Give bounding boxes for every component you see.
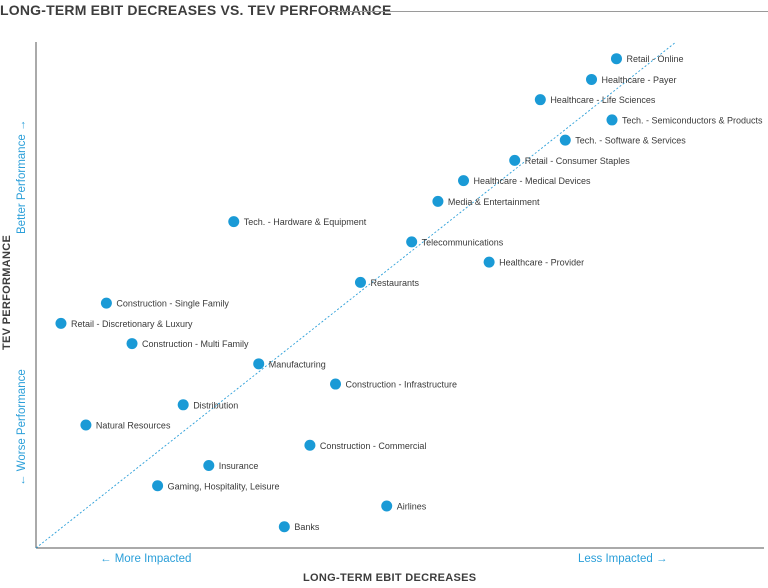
x-direction-right-label: Less Impacted →: [578, 553, 668, 565]
data-point-group: Gaming, Hospitality, Leisure: [152, 480, 280, 492]
title-rule: [328, 11, 768, 12]
data-point-group: Restaurants: [354, 276, 420, 288]
data-point: [559, 134, 571, 146]
data-point: [304, 439, 316, 451]
data-point-group: Natural Resources: [80, 419, 171, 431]
data-point-group: Construction - Infrastructure: [330, 378, 458, 390]
data-point-label: Manufacturing: [269, 359, 326, 369]
data-point-label: Gaming, Hospitality, Leisure: [168, 481, 280, 491]
data-point-group: Manufacturing: [253, 358, 326, 370]
data-point-group: Healthcare - Payer: [586, 73, 677, 85]
data-point: [534, 94, 546, 106]
data-point: [509, 154, 521, 166]
data-point-group: Airlines: [381, 500, 427, 512]
data-point-group: Healthcare - Provider: [483, 256, 584, 268]
data-point-label: Distribution: [193, 400, 238, 410]
chart-title: LONG-TERM EBIT DECREASES VS. TEV PERFORM…: [0, 2, 392, 18]
data-point-label: Natural Resources: [96, 421, 171, 431]
data-point-label: Media & Entertainment: [448, 197, 540, 207]
data-point-label: Retail - Discretionary & Luxury: [71, 319, 193, 329]
data-point: [203, 460, 215, 472]
data-point: [432, 195, 444, 207]
y-direction-bottom-label: ← Worse Performance: [16, 369, 28, 486]
data-point: [126, 338, 138, 350]
data-point-label: Insurance: [219, 461, 259, 471]
points-layer: Retail - Online Healthcare - Payer Healthc…: [55, 53, 763, 533]
data-point-group: Tech. - Hardware & Equipment: [228, 216, 367, 228]
data-point-label: Restaurants: [370, 278, 419, 288]
data-point-group: Healthcare - Life Sciences: [534, 94, 656, 106]
data-point-group: Construction - Multi Family: [126, 338, 249, 350]
data-point: [586, 73, 598, 85]
data-point-label: Healthcare - Life Sciences: [550, 95, 656, 105]
data-point-label: Construction - Single Family: [116, 299, 229, 309]
data-point: [606, 114, 618, 126]
data-point: [80, 419, 92, 431]
data-point: [381, 500, 393, 512]
data-point: [228, 216, 240, 228]
data-point-label: Construction - Infrastructure: [346, 380, 458, 390]
data-point: [152, 480, 164, 492]
data-point-group: Tech. - Software & Services: [559, 134, 686, 146]
data-point-label: Tech. - Hardware & Equipment: [244, 217, 367, 227]
trendline: [35, 41, 677, 549]
data-point: [354, 276, 366, 288]
y-direction-top-label: Better Performance →: [16, 119, 28, 234]
data-point-label: Construction - Commercial: [320, 441, 427, 451]
data-point: [55, 317, 67, 329]
data-point-label: Healthcare - Provider: [499, 258, 584, 268]
data-point-group: Banks: [278, 521, 320, 533]
data-point: [278, 521, 290, 533]
y-axis-title: TEV PERFORMANCE: [1, 234, 13, 350]
data-point-label: Tech. - Software & Services: [575, 136, 686, 146]
data-point-label: Healthcare - Payer: [602, 75, 677, 85]
data-point-group: Distribution: [177, 399, 238, 411]
data-point-group: Telecommunications: [406, 236, 504, 248]
data-point-label: Retail - Consumer Staples: [525, 156, 631, 166]
data-point-group: Healthcare - Medical Devices: [458, 175, 592, 187]
data-point-label: Telecommunications: [422, 237, 504, 247]
x-direction-left-label: ← More Impacted: [100, 553, 192, 565]
data-point: [483, 256, 495, 268]
data-point: [610, 53, 622, 65]
data-point-group: Media & Entertainment: [432, 195, 540, 207]
x-axis-title: LONG-TERM EBIT DECREASES: [303, 572, 477, 584]
data-point-label: Construction - Multi Family: [142, 339, 249, 349]
data-point-label: Healthcare - Medical Devices: [474, 176, 592, 186]
data-point-group: Retail - Online: [610, 53, 684, 65]
data-point-group: Retail - Consumer Staples: [509, 154, 631, 166]
data-point-label: Banks: [294, 522, 320, 532]
data-point: [253, 358, 265, 370]
data-point-group: Tech. - Semiconductors & Products: [606, 114, 763, 126]
data-point: [100, 297, 112, 309]
data-point: [177, 399, 189, 411]
data-point-label: Tech. - Semiconductors & Products: [622, 115, 763, 125]
data-point-label: Retail - Online: [626, 54, 683, 64]
data-point-group: Retail - Discretionary & Luxury: [55, 317, 193, 329]
data-point-group: Construction - Single Family: [100, 297, 229, 309]
data-point: [458, 175, 470, 187]
data-point-group: Construction - Commercial: [304, 439, 427, 451]
data-point: [330, 378, 342, 390]
data-point-group: Insurance: [203, 460, 259, 472]
data-point: [406, 236, 418, 248]
data-point-label: Airlines: [397, 502, 427, 512]
